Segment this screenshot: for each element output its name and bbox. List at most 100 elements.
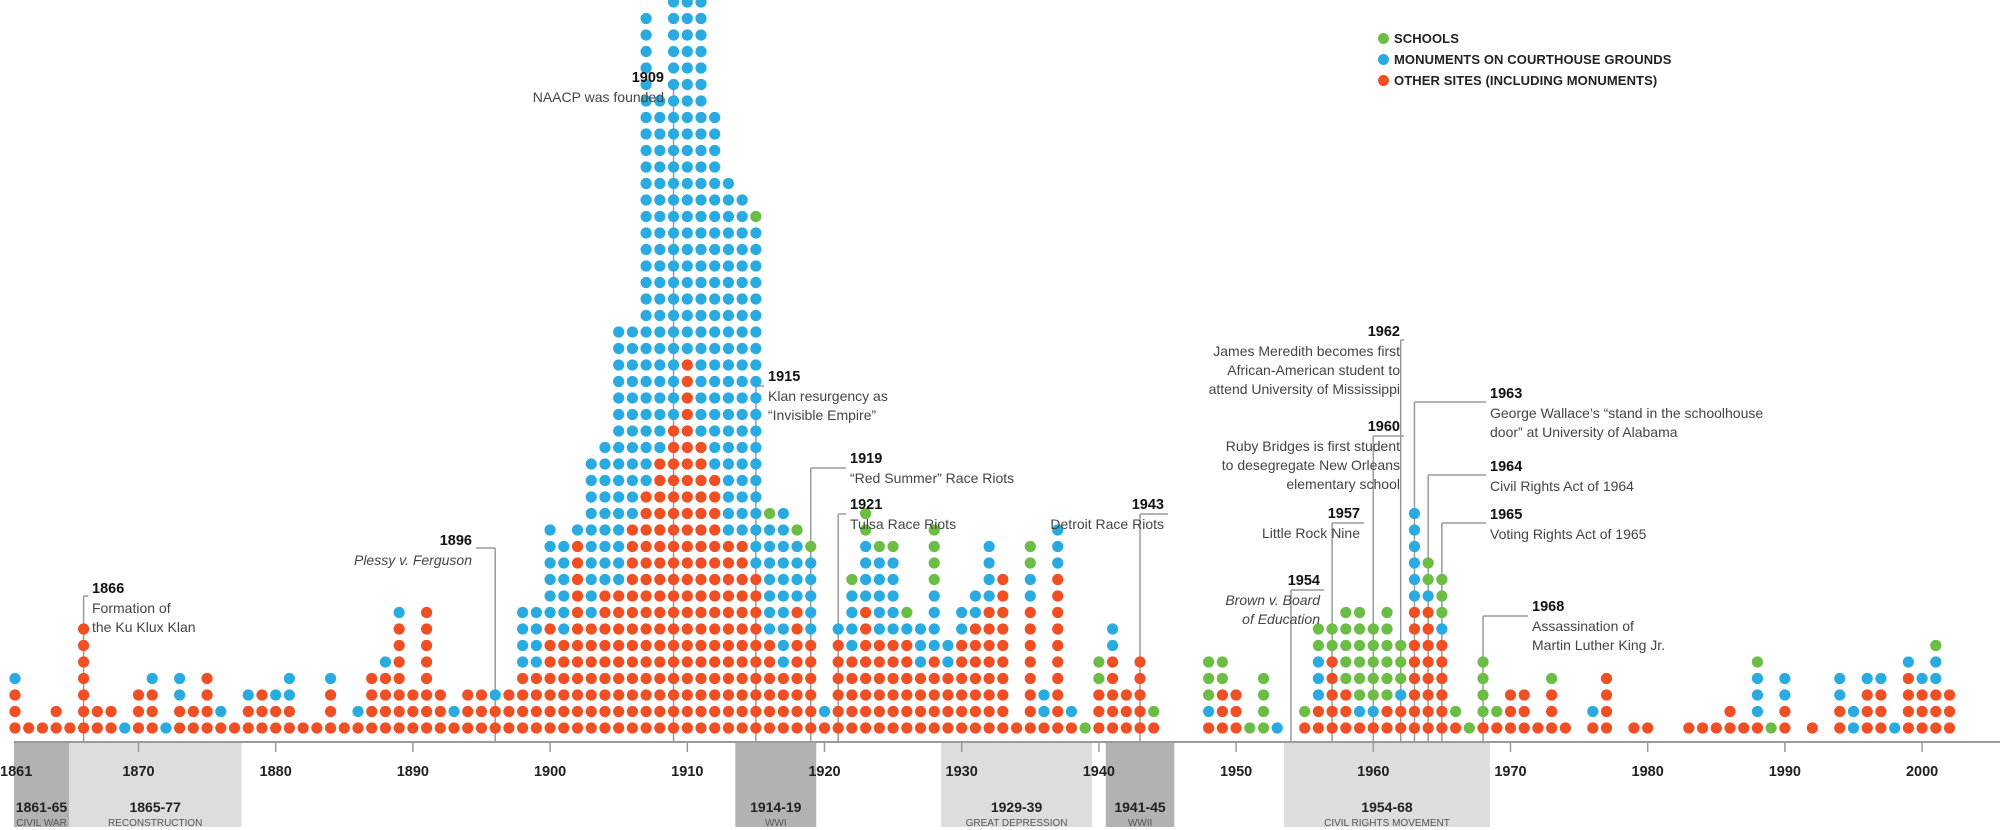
courthouse-dot <box>1916 672 1928 685</box>
school-dot <box>1326 623 1338 635</box>
school-dot <box>873 540 885 553</box>
courthouse-dot <box>654 128 666 140</box>
courthouse-dot <box>544 590 556 602</box>
other-site-dot <box>928 689 940 701</box>
other-site-dot <box>818 722 831 734</box>
other-site-dot <box>338 722 350 734</box>
legend-item-other: OTHER SITES (INCLUDING MONUMENTS) <box>1378 70 1672 91</box>
other-site-dot <box>1024 656 1036 668</box>
other-site-dot <box>1340 722 1352 734</box>
courthouse-dot <box>626 441 639 454</box>
other-site-dot <box>462 722 474 734</box>
other-site-dot <box>667 689 680 701</box>
school-dot <box>1450 705 1462 718</box>
other-site-dot <box>585 689 597 701</box>
other-site-dot <box>887 689 899 701</box>
courthouse-dot <box>764 606 776 619</box>
other-site-dot <box>421 639 433 652</box>
other-site-dot <box>1600 722 1613 734</box>
courthouse-dot <box>722 425 735 437</box>
other-site-dot <box>640 606 652 619</box>
courthouse-dot <box>750 276 762 289</box>
other-site-dot <box>50 722 62 734</box>
other-site-dot <box>270 705 282 718</box>
other-site-dot <box>105 705 117 718</box>
other-site-dot <box>654 705 666 718</box>
other-site-dot <box>626 590 639 602</box>
annotation-text: “Red Summer” Race Riots <box>850 470 1015 486</box>
other-site-dot <box>297 722 309 734</box>
courthouse-dot <box>667 12 680 25</box>
courthouse-dot <box>777 524 789 536</box>
other-site-dot <box>1504 689 1517 701</box>
courthouse-dot <box>599 573 611 586</box>
other-site-dot <box>78 689 90 701</box>
school-dot <box>1340 656 1352 668</box>
other-site-dot <box>1024 722 1036 734</box>
other-site-dot <box>599 639 611 652</box>
other-site-dot <box>667 458 680 470</box>
school-dot <box>1381 606 1393 619</box>
other-site-dot <box>613 590 625 602</box>
courthouse-dot <box>681 243 693 256</box>
annotation-1962: 1962 James Meredith becomes first African-… <box>1209 323 1400 399</box>
other-site-dot <box>1353 722 1366 734</box>
courthouse-dot <box>654 326 666 338</box>
other-site-dot <box>201 722 213 734</box>
courthouse-dot <box>873 606 885 619</box>
courthouse-dot <box>736 227 748 239</box>
courthouse-dot <box>667 326 680 338</box>
other-site-dot <box>640 656 652 668</box>
courthouse-dot <box>777 656 789 668</box>
other-site-dot <box>1093 722 1105 734</box>
courthouse-dot <box>846 623 858 635</box>
other-site-dot <box>544 656 556 668</box>
courthouse-dot <box>722 507 735 520</box>
other-site-dot <box>1930 705 1942 718</box>
school-dot <box>1765 722 1777 734</box>
school-dot <box>1257 689 1270 701</box>
courthouse-dot <box>626 326 639 338</box>
courthouse-dot <box>530 623 542 635</box>
courthouse-dot <box>736 359 748 371</box>
other-site-dot <box>681 507 693 520</box>
other-site-dot <box>393 639 405 652</box>
school-dot <box>1422 573 1434 586</box>
courthouse-dot <box>626 375 639 388</box>
other-site-dot <box>78 639 90 652</box>
other-site-dot <box>640 573 652 586</box>
other-site-dot <box>667 672 680 685</box>
other-site-dot <box>1834 722 1846 734</box>
courthouse-dot <box>667 243 680 256</box>
other-site-dot <box>942 689 954 701</box>
courthouse-dot <box>709 144 721 157</box>
other-site-dot <box>901 705 913 718</box>
other-site-dot <box>873 722 885 734</box>
other-site-dot <box>1408 606 1421 619</box>
other-site-dot <box>640 557 652 569</box>
courthouse-dot <box>640 342 652 355</box>
courthouse-dot <box>324 672 337 685</box>
courthouse-dot <box>613 573 625 586</box>
courthouse-dot <box>119 722 131 734</box>
courthouse-dot <box>942 639 954 652</box>
courthouse-dot <box>846 606 858 619</box>
other-site-dot <box>1052 656 1064 668</box>
courthouse-dot <box>681 0 693 8</box>
courthouse-dot <box>667 78 680 91</box>
courthouse-dot <box>640 128 652 140</box>
other-site-dot <box>256 705 268 718</box>
tick-label: 1930 <box>946 764 978 780</box>
other-site-dot <box>681 375 693 388</box>
courthouse-dot <box>695 95 707 107</box>
other-site-dot <box>901 656 913 668</box>
annotation-1943: 1943 Detroit Race Riots <box>1050 496 1164 534</box>
school-dot <box>1381 623 1393 635</box>
other-site-dot <box>846 656 858 668</box>
courthouse-dot <box>681 29 693 41</box>
legend-item-schools: SCHOOLS <box>1378 28 1672 49</box>
tick-label: 1880 <box>260 764 292 780</box>
school-dot <box>1381 656 1393 668</box>
other-site-dot <box>667 491 680 503</box>
other-site-dot <box>832 705 844 718</box>
